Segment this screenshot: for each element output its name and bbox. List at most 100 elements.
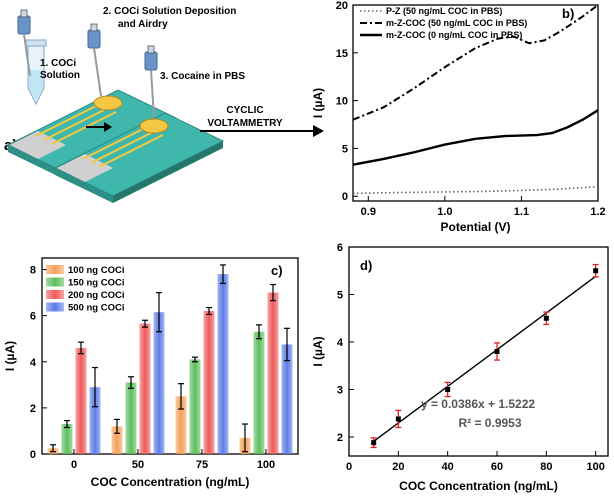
bar	[203, 311, 215, 454]
legend-swatch	[46, 277, 64, 287]
fit-line	[373, 275, 597, 442]
method-arrow	[200, 125, 324, 137]
step-2-label: 2. COCi Solution Deposition	[103, 6, 236, 17]
legend-entry: 100 ng COCi	[68, 265, 125, 276]
data-point	[371, 440, 377, 446]
legend-entry: 500 ng COCi	[68, 303, 125, 314]
y-tick-label: 3	[337, 385, 343, 397]
series-line-3	[352, 109, 599, 166]
bar	[111, 426, 123, 454]
y-tick-label: 20	[336, 0, 348, 12]
working-electrode	[139, 118, 169, 134]
x-tick-label: 100	[257, 459, 275, 471]
legend-entry: 200 ng COCi	[68, 290, 125, 301]
legend-swatch	[46, 265, 64, 274]
y-axis-title: I (µA)	[3, 341, 17, 371]
electrode-track	[98, 134, 164, 168]
y-tick-label: 6	[337, 242, 343, 254]
bar	[189, 359, 201, 454]
strip-edge	[113, 141, 223, 203]
data-point	[593, 268, 599, 274]
step-1-label: 1. COCi	[40, 58, 76, 69]
fit-r-squared: R² = 0.9953	[458, 416, 521, 430]
x-axis-title: Potential (V)	[440, 220, 510, 234]
y-axis-title: I (µA)	[311, 336, 325, 366]
x-tick-label: 0.9	[361, 206, 376, 218]
plot-frame	[348, 246, 609, 457]
legend-entry: P-Z (50 ng/mL COC in PBS)	[386, 6, 502, 16]
y-tick-label: 5	[342, 143, 348, 155]
electrode-track	[51, 111, 117, 145]
y-tick-label: 6	[30, 311, 36, 323]
fit-equation: y = 0.0386x + 1.5222	[421, 397, 535, 411]
x-tick-label: 0	[71, 459, 77, 471]
x-axis-title: COC Concentration (ng/mL)	[91, 475, 250, 489]
legend-entry: m-Z-COC (50 ng/mL COC in PBS)	[386, 18, 527, 28]
electrode-track	[35, 103, 101, 137]
bar	[89, 387, 101, 454]
panel-b-label: b)	[562, 6, 574, 21]
strip-edge	[55, 168, 113, 203]
pipette-icon-2	[87, 23, 102, 97]
legend-swatch	[46, 290, 64, 299]
bar	[281, 344, 293, 454]
step-2-label-cont: and Airdry	[118, 19, 168, 30]
data-point	[494, 349, 500, 354]
y-tick-label: 0	[342, 191, 348, 203]
y-tick-label: 2	[30, 403, 36, 415]
x-tick-label: 1.1	[514, 206, 529, 218]
y-axis-title: I (µA)	[311, 88, 325, 118]
step-arrow	[86, 122, 112, 132]
data-point	[543, 315, 549, 321]
working-electrode	[93, 95, 123, 111]
electrode-track	[43, 107, 109, 141]
pipette-icon-1	[17, 9, 31, 77]
y-tick-label: 15	[336, 48, 348, 60]
electrode-track	[82, 126, 148, 160]
y-tick-label: 2	[337, 432, 343, 444]
panel-d-calibration: 0 20 40 60 80 100 2 3 4 5 6 y = 0.0386x + 1.5222 R² …	[311, 242, 609, 493]
method-label-cont: VOLTAMMETRY	[207, 118, 283, 129]
x-tick-label: 1.0	[437, 206, 452, 218]
legend-entry: m-Z-COC (0 ng/mL COC in PBS)	[386, 30, 522, 40]
contact-pad	[10, 131, 66, 159]
x-tick-label: 0	[346, 461, 352, 473]
y-tick-label: 5	[337, 290, 343, 302]
x-axis-title: COC Concentration (ng/mL)	[399, 479, 558, 493]
series-line-2	[352, 4, 599, 121]
y-tick-label: 0	[30, 449, 36, 461]
y-tick-label: 4	[337, 337, 344, 349]
method-label: CYCLIC	[226, 105, 263, 116]
bar	[217, 274, 229, 454]
sample-tube-icon	[25, 39, 47, 106]
data-point	[445, 387, 451, 392]
bar	[175, 396, 187, 454]
strip-edge	[8, 145, 66, 180]
bar	[153, 312, 165, 454]
data-point	[395, 416, 401, 422]
panel-c-label: c)	[271, 263, 283, 278]
plot-frame	[352, 4, 599, 202]
y-tick-label: 8	[30, 265, 36, 277]
panel-a-schematic: a)	[4, 6, 324, 203]
electrode-track	[90, 130, 156, 164]
legend-entry: 150 ng COCi	[68, 278, 125, 289]
x-tick-label: 40	[442, 461, 454, 473]
x-tick-label: 50	[132, 459, 144, 471]
bar	[61, 424, 73, 454]
y-tick-label: 10	[336, 96, 348, 108]
step-3-label: 3. Cocaine in PBS	[160, 71, 245, 82]
x-tick-label: 75	[196, 459, 208, 471]
bar	[139, 323, 151, 454]
bar	[75, 347, 87, 454]
panel-b-voltammogram: 0.9 1.0 1.1 1.2 0 5 10 15 20 Potential (V) I (µA) b…	[311, 0, 606, 234]
bar	[125, 382, 137, 454]
x-tick-label: 20	[392, 461, 404, 473]
step-1-label-cont: Solution	[40, 70, 80, 81]
contact-pad	[57, 154, 113, 182]
legend-swatch	[46, 302, 64, 312]
electrode-strip-2	[53, 112, 225, 203]
x-tick-label: 1.2	[590, 206, 605, 218]
